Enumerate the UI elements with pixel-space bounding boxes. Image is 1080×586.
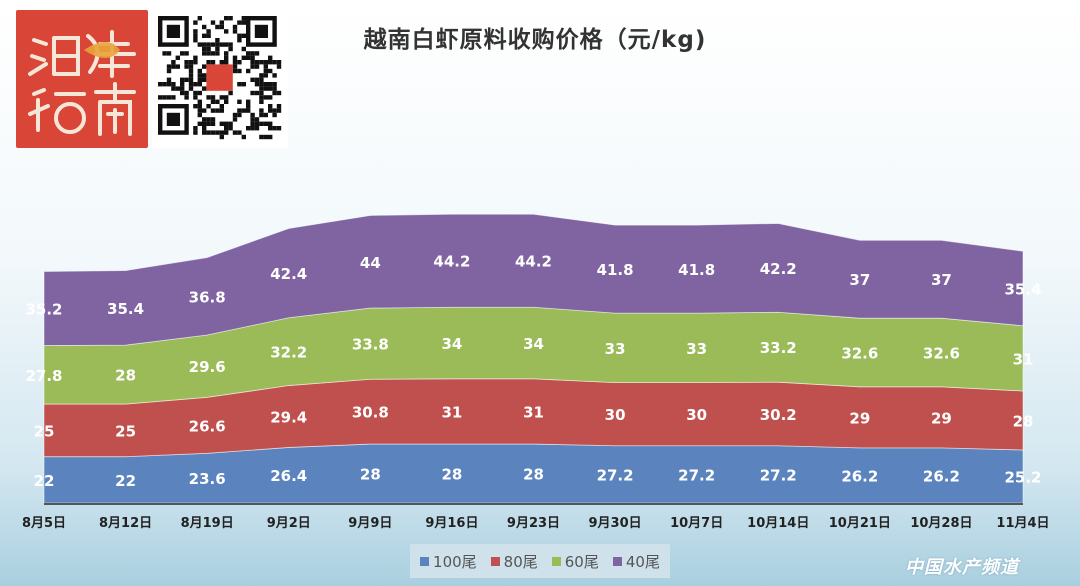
- x-tick-label: 9月2日: [267, 516, 311, 531]
- data-label: 35.4: [1004, 281, 1041, 299]
- data-label: 28: [360, 466, 381, 484]
- x-tick-label: 10月14日: [747, 516, 809, 531]
- x-tick-label: 10月21日: [829, 516, 891, 531]
- legend-item: 100尾: [420, 551, 477, 572]
- data-label: 30.8: [352, 404, 389, 422]
- qr-code-pattern: [158, 16, 282, 140]
- data-label: 25: [115, 422, 136, 440]
- data-label: 30: [605, 406, 626, 424]
- data-label: 28: [1013, 412, 1034, 430]
- x-tick-label: 10月7日: [670, 516, 723, 531]
- data-label: 37: [849, 271, 870, 289]
- data-label: 31: [441, 403, 462, 421]
- qr-code: [152, 10, 288, 148]
- data-label: 34: [523, 335, 544, 353]
- legend-item: 60尾: [551, 551, 599, 572]
- legend-item: 80尾: [490, 551, 538, 572]
- data-label: 29.4: [270, 408, 307, 426]
- data-label: 26.6: [189, 417, 226, 435]
- data-label: 30.2: [760, 406, 797, 424]
- data-label: 29: [931, 409, 952, 427]
- legend-swatch: [490, 556, 500, 566]
- data-label: 33: [605, 340, 626, 358]
- data-label: 29.6: [189, 358, 226, 376]
- data-label: 42.4: [270, 265, 307, 283]
- data-label: 31: [1013, 350, 1034, 368]
- x-tick-label: 9月16日: [425, 516, 478, 531]
- data-label: 26.2: [841, 467, 878, 485]
- data-label: 25: [34, 422, 55, 440]
- data-label: 28: [523, 466, 544, 484]
- x-tick-label: 8月5日: [22, 516, 66, 531]
- data-label: 27.8: [25, 367, 62, 385]
- data-label: 27.2: [678, 466, 715, 484]
- watermark: 中国水产频道: [905, 557, 1019, 578]
- data-label: 35.2: [25, 300, 62, 318]
- data-label: 34: [441, 335, 462, 353]
- data-label: 33.2: [760, 339, 797, 357]
- data-label: 32.2: [270, 344, 307, 362]
- x-tick-label: 10月28日: [910, 516, 972, 531]
- legend-label: 40尾: [625, 552, 660, 571]
- data-label: 22: [115, 472, 136, 490]
- data-label: 26.2: [923, 467, 960, 485]
- legend: 100尾 80尾 60尾 40尾: [410, 544, 670, 578]
- data-label: 25.2: [1004, 468, 1041, 486]
- data-label: 28: [441, 466, 462, 484]
- x-tick-label: 9月9日: [348, 516, 392, 531]
- data-label: 41.8: [597, 261, 634, 279]
- x-tick-label: 11月4日: [996, 516, 1049, 531]
- data-label: 44.2: [515, 253, 552, 271]
- chart-title: 越南白虾原料收购价格（元/kg): [363, 27, 707, 53]
- data-label: 41.8: [678, 261, 715, 279]
- data-label: 26.4: [270, 467, 307, 485]
- x-tick-label: 9月23日: [507, 516, 560, 531]
- data-label: 33: [686, 340, 707, 358]
- legend-label: 80尾: [503, 552, 538, 571]
- data-label: 35.4: [107, 300, 144, 318]
- legend-swatch: [420, 556, 430, 566]
- x-tick-label: 8月19日: [181, 516, 234, 531]
- data-label: 31: [523, 403, 544, 421]
- data-label: 44: [360, 254, 381, 272]
- data-label: 44.2: [433, 253, 470, 271]
- data-label: 36.8: [189, 288, 226, 306]
- x-tick-label: 9月30日: [589, 516, 642, 531]
- data-label: 37: [931, 271, 952, 289]
- legend-label: 60尾: [564, 552, 599, 571]
- legend-item: 40尾: [612, 551, 660, 572]
- data-label: 33.8: [352, 336, 389, 354]
- data-label: 29: [849, 409, 870, 427]
- legend-label: 100尾: [433, 552, 477, 571]
- x-tick-label: 8月12日: [99, 516, 152, 531]
- logo: [16, 10, 148, 148]
- legend-swatch: [551, 556, 561, 566]
- data-label: 27.2: [597, 466, 634, 484]
- data-label: 30: [686, 406, 707, 424]
- data-label: 28: [115, 367, 136, 385]
- legend-swatch: [612, 556, 622, 566]
- data-label: 42.2: [760, 260, 797, 278]
- data-label: 22: [34, 472, 55, 490]
- logo-mark: [28, 30, 136, 136]
- data-label: 32.6: [841, 344, 878, 362]
- data-label: 23.6: [189, 470, 226, 488]
- data-label: 32.6: [923, 344, 960, 362]
- area-series-3: [43, 213, 1024, 346]
- data-label: 27.2: [760, 466, 797, 484]
